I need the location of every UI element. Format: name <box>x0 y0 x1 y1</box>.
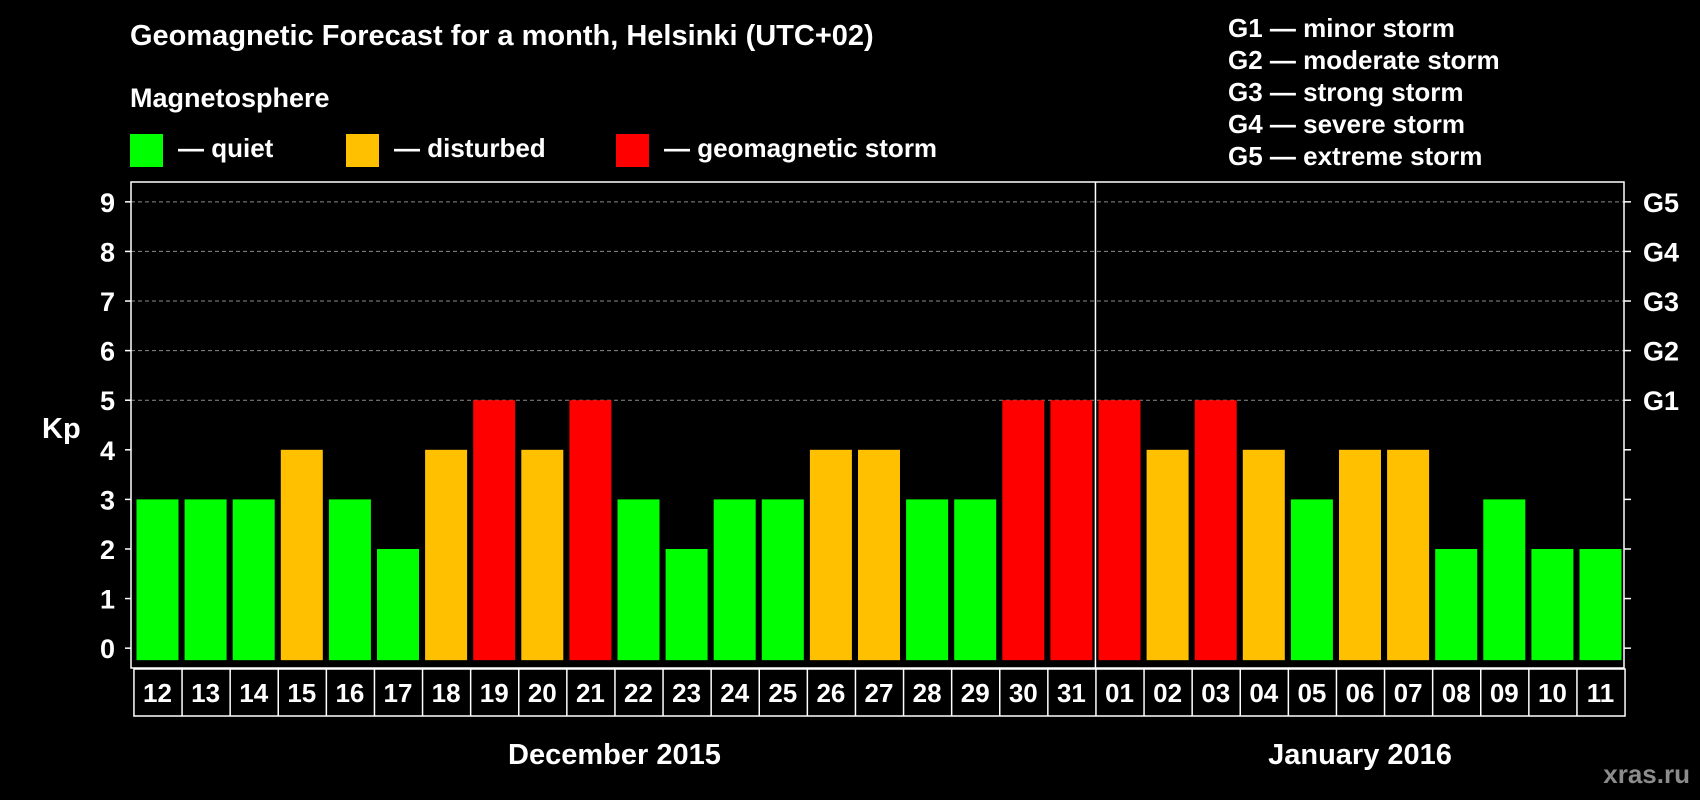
bar-25 <box>761 499 804 661</box>
g-scale-item-g3: G3 — strong storm <box>1228 77 1464 107</box>
ytick-label-0: 0 <box>100 634 115 664</box>
day-label-17: 17 <box>384 678 413 708</box>
g-axis-label-g4: G4 <box>1643 237 1679 267</box>
day-label-30: 30 <box>1009 678 1038 708</box>
day-label-03: 03 <box>1201 678 1230 708</box>
legend-label-disturbed: — disturbed <box>394 133 546 163</box>
ytick-label-3: 3 <box>100 485 115 515</box>
bar-27 <box>858 449 900 661</box>
bar-03 <box>1194 400 1237 661</box>
day-label-06: 06 <box>1346 678 1375 708</box>
day-label-19: 19 <box>480 678 509 708</box>
day-label-05: 05 <box>1297 678 1326 708</box>
plot-frame <box>130 181 1625 669</box>
day-label-15: 15 <box>287 678 316 708</box>
day-label-31: 31 <box>1057 678 1086 708</box>
bar-12 <box>136 499 179 661</box>
day-label-28: 28 <box>913 678 942 708</box>
bar-18 <box>425 449 468 661</box>
day-label-18: 18 <box>432 678 461 708</box>
bar-21 <box>569 400 612 661</box>
g-scale-item-g2: G2 — moderate storm <box>1228 45 1500 75</box>
y-axis-label: Kp <box>42 413 81 445</box>
chart-title: Geomagnetic Forecast for a month, Helsin… <box>130 20 874 52</box>
bar-07 <box>1387 449 1430 661</box>
day-label-11: 11 <box>1587 678 1615 708</box>
legend-label-storm: — geomagnetic storm <box>664 133 938 163</box>
bar-01 <box>1098 400 1141 661</box>
day-label-16: 16 <box>335 678 364 708</box>
ytick-label-5: 5 <box>100 386 115 416</box>
bar-31 <box>1050 400 1093 661</box>
g-scale-legend: G1 — minor storm G2 — moderate storm G3 … <box>1228 12 1500 172</box>
g-axis-label-g2: G2 <box>1643 337 1679 367</box>
day-label-02: 02 <box>1153 678 1182 708</box>
bar-06 <box>1339 449 1381 661</box>
ytick-label-1: 1 <box>100 585 115 615</box>
bar-19 <box>473 400 516 661</box>
legend-swatch-disturbed <box>346 134 379 167</box>
bar-11 <box>1579 548 1622 661</box>
day-label-23: 23 <box>672 678 701 708</box>
day-label-strip <box>133 668 1626 717</box>
day-label-29: 29 <box>961 678 990 708</box>
ytick-label-8: 8 <box>100 237 115 267</box>
bar-15 <box>280 449 323 661</box>
g-axis-label-g1: G1 <box>1643 386 1679 416</box>
month-label: January 2016 <box>1268 739 1452 771</box>
legend-swatch-quiet <box>130 134 163 167</box>
g-scale-item-g5: G5 — extreme storm <box>1228 141 1483 171</box>
g-axis-label-g3: G3 <box>1643 287 1679 317</box>
bar-26 <box>809 449 852 661</box>
day-label-14: 14 <box>239 678 268 708</box>
day-label-26: 26 <box>816 678 845 708</box>
day-label-24: 24 <box>720 678 749 708</box>
bar-22 <box>617 499 660 661</box>
ytick-label-9: 9 <box>100 188 115 218</box>
day-label-20: 20 <box>528 678 557 708</box>
bar-28 <box>906 499 949 661</box>
legend-heading: Magnetosphere <box>130 83 330 113</box>
day-label-10: 10 <box>1538 678 1567 708</box>
day-label-21: 21 <box>576 678 605 708</box>
bar-02 <box>1146 449 1189 661</box>
bar-13 <box>184 499 227 661</box>
day-label-04: 04 <box>1249 678 1278 708</box>
g-axis-label-g5: G5 <box>1643 188 1679 218</box>
month-label: December 2015 <box>508 739 721 771</box>
bar-14 <box>232 499 275 661</box>
g-scale-item-g1: G1 — minor storm <box>1228 13 1455 43</box>
bar-10 <box>1531 548 1574 661</box>
day-label-01: 01 <box>1105 678 1134 708</box>
day-label-07: 07 <box>1394 678 1423 708</box>
day-label-13: 13 <box>191 678 220 708</box>
legend-swatch-storm <box>616 134 649 167</box>
ytick-label-2: 2 <box>100 535 115 565</box>
ytick-label-6: 6 <box>100 337 115 367</box>
bar-05 <box>1290 499 1333 661</box>
day-label-25: 25 <box>768 678 797 708</box>
bar-09 <box>1483 499 1526 661</box>
day-label-27: 27 <box>865 678 894 708</box>
bar-04 <box>1242 449 1285 661</box>
bar-20 <box>521 449 564 661</box>
bar-29 <box>954 499 997 661</box>
ytick-label-7: 7 <box>100 287 115 317</box>
bar-17 <box>377 548 419 661</box>
day-label-08: 08 <box>1442 678 1471 708</box>
ytick-label-4: 4 <box>100 436 115 466</box>
day-label-09: 09 <box>1490 678 1519 708</box>
bar-24 <box>713 499 756 661</box>
bar-30 <box>1002 400 1045 661</box>
bar-16 <box>328 499 371 661</box>
bar-23 <box>665 548 708 661</box>
watermark: xras.ru <box>1603 759 1690 789</box>
g-scale-item-g4: G4 — severe storm <box>1228 109 1466 139</box>
day-label-12: 12 <box>143 678 172 708</box>
legend-label-quiet: — quiet <box>178 133 274 163</box>
bar-08 <box>1435 548 1478 661</box>
day-label-22: 22 <box>624 678 653 708</box>
